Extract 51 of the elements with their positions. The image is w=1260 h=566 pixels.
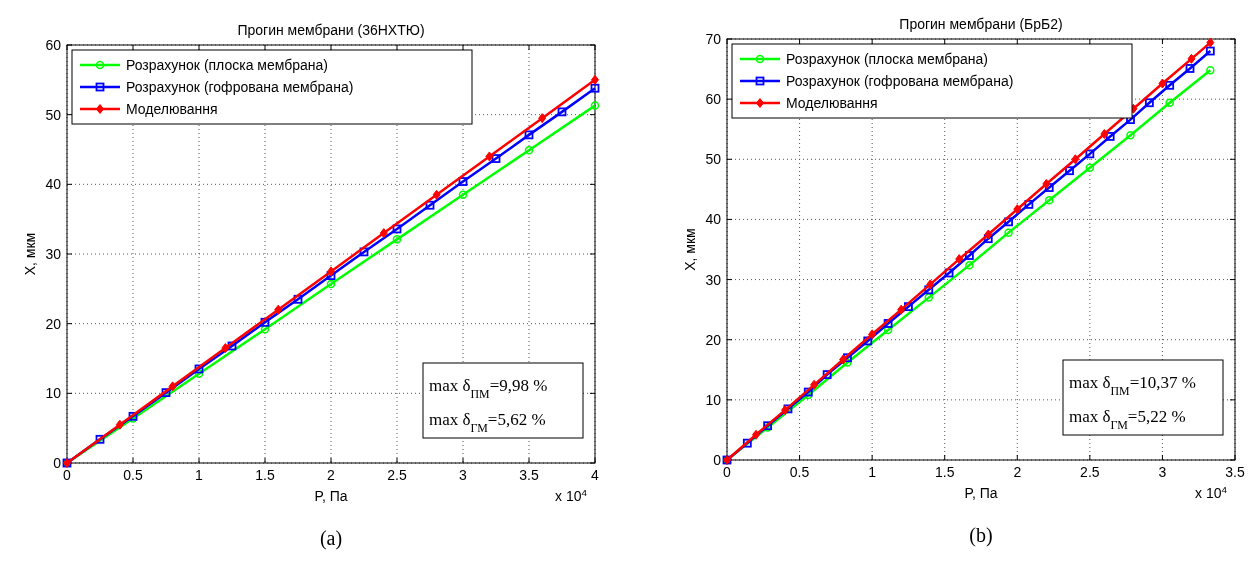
legend-label: Моделювання bbox=[126, 101, 218, 117]
legend-label: Розрахунок (гофрована мембрана) bbox=[126, 79, 354, 95]
x-axis-title: P, Па bbox=[964, 485, 998, 501]
legend-label: Розрахунок (плоска мембрана) bbox=[126, 57, 328, 73]
y-tick-label: 10 bbox=[705, 391, 722, 408]
chart-title: Прогин мембрани (36НХТЮ) bbox=[237, 22, 425, 38]
text: x 10$^{4}$ bbox=[555, 486, 588, 504]
chart-title: Прогин мембрани (БрБ2) bbox=[899, 16, 1063, 32]
x-tick-label: 2 bbox=[327, 467, 336, 483]
y-tick-label: 50 bbox=[705, 151, 722, 168]
x-tick-label: 4 bbox=[591, 467, 600, 483]
annotation: max δ$_{ПМ}$=9,98 % bbox=[429, 376, 548, 401]
y-tick-label: 30 bbox=[705, 271, 722, 288]
annotation: max δ$_{ГМ}$=5,22 % bbox=[1069, 407, 1186, 432]
annotation: max δ$_{ПМ}$=10,37 % bbox=[1069, 373, 1196, 398]
x-tick-label: 1 bbox=[868, 464, 877, 480]
y-tick-label: 60 bbox=[705, 91, 722, 108]
x-tick-label: 3.5 bbox=[1225, 464, 1245, 480]
y-tick-label: 0 bbox=[713, 452, 722, 468]
x-tick-label: 0.5 bbox=[123, 467, 143, 483]
y-tick-label: 40 bbox=[45, 176, 62, 193]
y-tick-label: 20 bbox=[45, 315, 62, 332]
x-tick-label: 1 bbox=[195, 467, 204, 483]
x-tick-label: 0 bbox=[63, 467, 72, 483]
legend-label: Розрахунок (гофрована мембрана) bbox=[786, 73, 1014, 89]
x-tick-label: 3.5 bbox=[519, 467, 539, 483]
x-tick-label: 2.5 bbox=[387, 467, 407, 483]
x-tick-label: 1.5 bbox=[934, 464, 955, 480]
y-tick-label: 40 bbox=[705, 211, 722, 228]
text: (b) bbox=[969, 524, 993, 547]
text: (a) bbox=[319, 527, 343, 550]
x-tick-label: 2.5 bbox=[1080, 464, 1100, 480]
y-axis-title: X, мкм bbox=[682, 228, 698, 271]
legend-label: Розрахунок (плоска мембрана) bbox=[786, 51, 988, 67]
y-tick-label: 20 bbox=[705, 331, 722, 348]
x-tick-label: 3 bbox=[459, 467, 468, 483]
y-tick-label: 70 bbox=[705, 31, 722, 47]
legend-label: Моделювання bbox=[786, 95, 878, 111]
y-tick-label: 50 bbox=[45, 106, 62, 123]
x-tick-label: 0.5 bbox=[789, 464, 810, 480]
annotation: max δ$_{ГМ}$=5,62 % bbox=[429, 410, 546, 435]
x-tick-label: 1.5 bbox=[255, 467, 275, 483]
y-tick-label: 60 bbox=[45, 37, 62, 53]
x-tick-label: 0 bbox=[723, 464, 732, 480]
x-tick-label: 2 bbox=[1013, 464, 1022, 480]
x-axis-title: P, Па bbox=[314, 488, 348, 504]
y-tick-label: 10 bbox=[45, 385, 62, 402]
text: x 10$^{4}$ bbox=[1195, 483, 1228, 501]
x-tick-label: 3 bbox=[1158, 464, 1167, 480]
y-tick-label: 30 bbox=[45, 246, 62, 262]
y-axis-title: X, мкм bbox=[22, 232, 38, 276]
